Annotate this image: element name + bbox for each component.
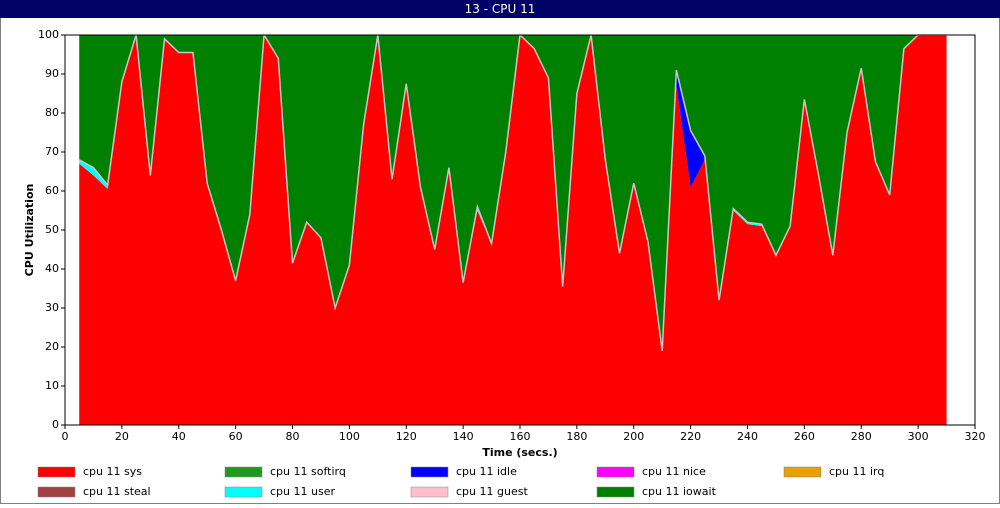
x-axis-label: Time (secs.)	[482, 446, 557, 459]
boundary-line	[78, 32, 947, 351]
legend-label: cpu 11 steal	[83, 485, 151, 498]
x-tick-label: 20	[115, 430, 129, 443]
legend-label: cpu 11 idle	[456, 465, 517, 478]
x-tick-label: 180	[566, 430, 587, 443]
legend-label: cpu 11 softirq	[270, 465, 346, 478]
y-tick-label: 40	[45, 262, 59, 275]
area	[79, 35, 947, 425]
x-tick-label: 40	[172, 430, 186, 443]
y-tick-label: 0	[52, 418, 59, 431]
y-tick-label: 90	[45, 67, 59, 80]
legend-swatch	[783, 466, 822, 478]
x-tick-label: 160	[510, 430, 531, 443]
legend-swatch	[596, 466, 635, 478]
y-tick-label: 10	[45, 379, 59, 392]
legend-label: cpu 11 nice	[642, 465, 706, 478]
legend-swatch	[224, 486, 263, 498]
x-tick-label: 120	[396, 430, 417, 443]
legend-swatch	[596, 486, 635, 498]
y-tick-label: 20	[45, 340, 59, 353]
legend-label: cpu 11 irq	[829, 465, 884, 478]
y-tick-label: 30	[45, 301, 59, 314]
x-tick-label: 320	[965, 430, 986, 443]
x-tick-label: 140	[453, 430, 474, 443]
x-tick-label: 260	[794, 430, 815, 443]
x-tick-label: 300	[908, 430, 929, 443]
x-tick-label: 60	[229, 430, 243, 443]
x-tick-label: 200	[623, 430, 644, 443]
y-axis-label: CPU Utilization	[23, 184, 36, 277]
y-tick-label: 50	[45, 223, 59, 236]
area	[79, 35, 947, 351]
x-tick-label: 0	[62, 430, 69, 443]
title-bar	[0, 0, 1000, 18]
y-tick-label: 60	[45, 184, 59, 197]
legend-label: cpu 11 iowait	[642, 485, 717, 498]
x-tick-label: 100	[339, 430, 360, 443]
legend-swatch	[224, 466, 263, 478]
chart-title: 13 - CPU 11	[465, 2, 536, 16]
y-tick-label: 80	[45, 106, 59, 119]
x-tick-label: 220	[680, 430, 701, 443]
x-tick-label: 240	[737, 430, 758, 443]
legend-swatch	[37, 466, 76, 478]
legend-label: cpu 11 sys	[83, 465, 142, 478]
legend-swatch	[410, 486, 449, 498]
legend-swatch	[410, 466, 449, 478]
legend-swatch	[37, 486, 76, 498]
legend-label: cpu 11 user	[270, 485, 335, 498]
x-tick-label: 80	[286, 430, 300, 443]
y-tick-label: 100	[38, 28, 59, 41]
y-tick-label: 70	[45, 145, 59, 158]
x-tick-label: 280	[851, 430, 872, 443]
legend-label: cpu 11 guest	[456, 485, 528, 498]
